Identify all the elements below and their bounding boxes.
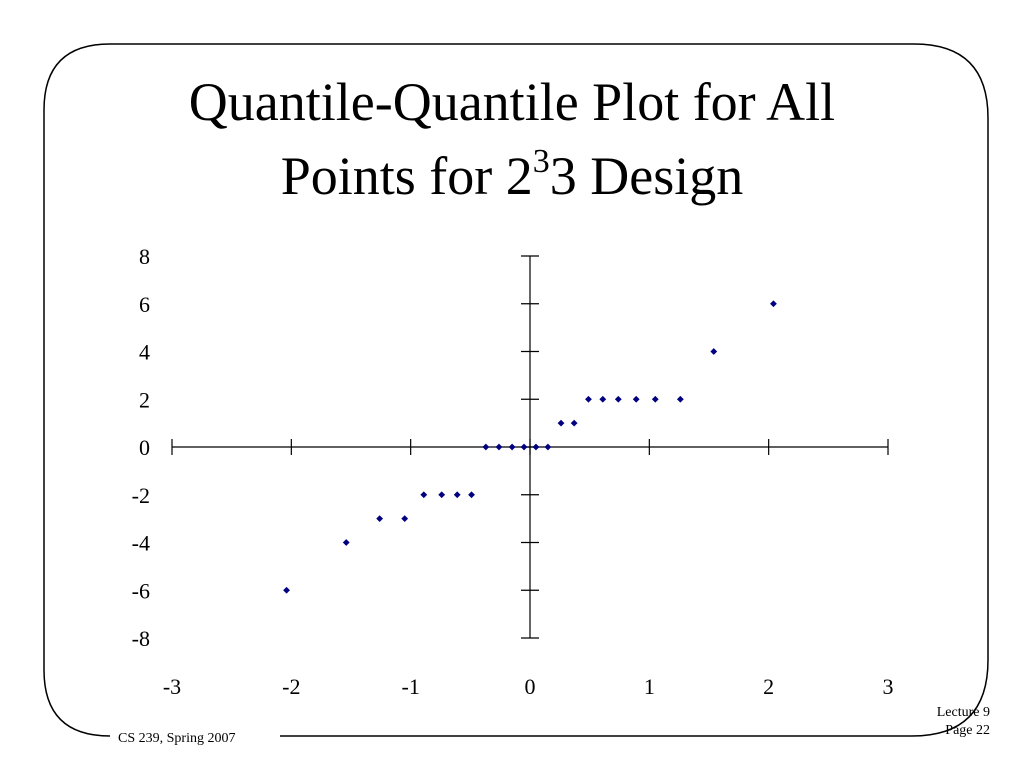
y-tick-label: -2 xyxy=(132,483,150,508)
data-point xyxy=(570,419,578,427)
data-point xyxy=(520,443,528,451)
data-point xyxy=(770,300,777,308)
y-tick-label: -8 xyxy=(132,626,150,651)
data-point xyxy=(376,515,384,523)
title-suffix: 3 Design xyxy=(549,146,744,206)
footer-course: CS 239, Spring 2007 xyxy=(118,731,236,746)
data-point xyxy=(651,395,659,403)
chart-tick-labels: -3 -2 -1 0 1 2 3 -8 -6 -4 -2 0 2 4 6 8 xyxy=(132,244,894,699)
title-prefix: Points for 2 xyxy=(280,146,533,206)
footer-lecture-number: Lecture 9 xyxy=(936,705,990,720)
data-point xyxy=(283,586,290,594)
chart-points xyxy=(283,300,777,594)
y-tick-label: 8 xyxy=(139,244,150,269)
y-tick-label: 6 xyxy=(139,292,150,317)
x-tick-label: 3 xyxy=(883,674,894,699)
data-point xyxy=(468,491,475,499)
data-point xyxy=(342,539,350,546)
x-tick-label: 2 xyxy=(763,674,774,699)
chart-ticks xyxy=(171,255,889,639)
data-point xyxy=(710,348,718,355)
data-point xyxy=(482,443,490,451)
data-point xyxy=(585,395,592,403)
slide-title-line-2: Points for 233 Design xyxy=(40,144,984,208)
y-tick-label: -6 xyxy=(132,578,150,603)
data-point xyxy=(508,443,516,451)
data-point xyxy=(676,395,684,403)
slide-title-line-1: Quantile-Quantile Plot for All xyxy=(188,72,836,132)
data-point xyxy=(632,395,640,403)
y-tick-label: 2 xyxy=(139,387,150,412)
data-point xyxy=(557,419,565,427)
y-tick-label: 4 xyxy=(139,340,150,365)
x-tick-label: 0 xyxy=(525,674,536,699)
x-tick-label: -2 xyxy=(282,674,300,699)
data-point xyxy=(495,443,503,451)
x-tick-label: -3 xyxy=(163,674,181,699)
y-tick-label: 0 xyxy=(139,435,150,460)
footer-page-number: Page 22 xyxy=(945,723,990,738)
title-superscript: 3 xyxy=(532,143,550,180)
x-tick-label: 1 xyxy=(644,674,655,699)
data-point xyxy=(453,491,461,499)
x-tick-label: -1 xyxy=(402,674,420,699)
y-tick-label: -4 xyxy=(132,531,150,556)
data-point xyxy=(438,491,446,499)
data-point xyxy=(401,515,409,523)
data-point xyxy=(614,395,622,403)
data-point xyxy=(532,443,540,451)
data-point xyxy=(420,491,428,499)
footer-lecture-info: Lecture 9 Page 22 xyxy=(937,704,990,740)
data-point xyxy=(599,395,607,403)
data-point xyxy=(544,443,552,451)
